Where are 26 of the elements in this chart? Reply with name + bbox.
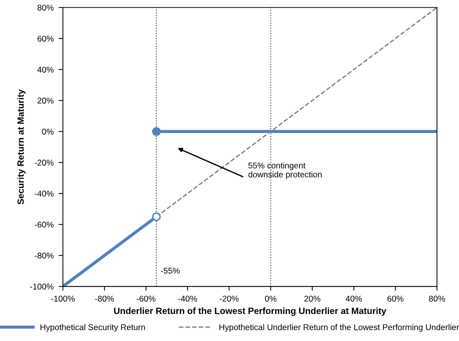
x-tick-label: 40% xyxy=(346,296,362,302)
y-axis-title: Security Return at Maturity xyxy=(17,89,26,204)
y-tick-label: -20% xyxy=(34,160,54,166)
ref-line-label: -55% xyxy=(160,268,180,274)
x-tick-label: 60% xyxy=(387,296,404,302)
y-tick-label: 20% xyxy=(38,98,54,104)
x-axis-title: Underlier Return of the Lowest Performing Underlier at Maturity xyxy=(114,307,386,316)
x-tick-label: -80% xyxy=(95,296,114,302)
legend-label: Hypothetical Security Return xyxy=(40,324,145,332)
annotation: 55% contingent downside protection xyxy=(248,162,322,180)
x-tick-label: 20% xyxy=(304,296,320,302)
x-tick-label: 0% xyxy=(265,296,276,302)
y-tick-label: -40% xyxy=(34,190,54,197)
y-tick-label: -60% xyxy=(34,222,54,228)
y-tick-label: 80% xyxy=(38,4,54,11)
y-tick-label: -100% xyxy=(30,284,54,290)
x-tick-label: -40% xyxy=(178,296,198,302)
legend-label: Hypothetical Underlier Return of the Lowest Performing Underlier xyxy=(219,324,459,332)
y-tick-label: -80% xyxy=(34,252,54,259)
x-tick-label: -20% xyxy=(220,296,239,302)
y-tick-label: 0% xyxy=(42,128,54,135)
x-tick-label: -100% xyxy=(51,296,75,302)
y-tick-label: 60% xyxy=(38,36,54,42)
x-tick-label: -60% xyxy=(136,296,156,302)
y-tick-label: 40% xyxy=(37,66,54,73)
x-tick-label: 80% xyxy=(428,296,446,302)
